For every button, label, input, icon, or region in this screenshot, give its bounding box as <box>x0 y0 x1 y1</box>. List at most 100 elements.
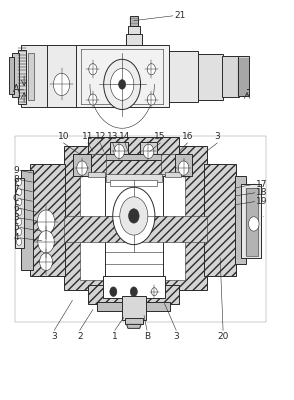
Text: 19: 19 <box>256 197 267 206</box>
Circle shape <box>128 209 139 223</box>
Text: 8: 8 <box>13 175 19 184</box>
Circle shape <box>113 187 155 245</box>
Circle shape <box>16 208 22 216</box>
Circle shape <box>118 80 126 89</box>
Circle shape <box>16 198 22 206</box>
Circle shape <box>178 161 189 175</box>
Text: 21: 21 <box>175 11 186 20</box>
Text: 10: 10 <box>58 132 69 142</box>
Bar <box>64 216 207 242</box>
Circle shape <box>248 217 259 231</box>
Bar <box>106 174 162 182</box>
Circle shape <box>40 253 53 270</box>
Circle shape <box>54 73 70 96</box>
Circle shape <box>77 161 87 175</box>
Text: 14: 14 <box>119 132 131 142</box>
Bar <box>126 34 142 45</box>
Bar <box>88 137 179 156</box>
Bar <box>9 56 14 94</box>
Text: 1: 1 <box>112 332 118 341</box>
Bar <box>15 136 266 322</box>
Text: 7: 7 <box>13 185 19 194</box>
Bar <box>29 52 34 100</box>
Circle shape <box>147 94 156 105</box>
Text: 18: 18 <box>256 188 267 197</box>
Bar <box>88 172 105 177</box>
Text: 17: 17 <box>256 180 267 188</box>
Bar <box>102 160 166 176</box>
Text: 6: 6 <box>13 204 19 213</box>
Bar <box>175 154 192 176</box>
Bar <box>122 296 146 320</box>
Bar <box>64 146 207 290</box>
Bar <box>111 180 157 186</box>
Text: 3: 3 <box>214 132 220 142</box>
Text: 15: 15 <box>154 132 166 142</box>
Text: A: A <box>13 84 19 94</box>
Bar <box>169 50 198 102</box>
Bar <box>222 56 239 97</box>
Circle shape <box>120 197 148 235</box>
Text: 20: 20 <box>217 332 229 341</box>
Bar <box>103 276 165 298</box>
Text: B: B <box>144 332 150 341</box>
Text: 3: 3 <box>51 332 57 341</box>
Circle shape <box>104 59 141 110</box>
Bar <box>97 154 171 162</box>
Circle shape <box>16 218 22 226</box>
Bar <box>30 164 65 276</box>
Bar <box>87 154 106 174</box>
Bar <box>125 318 143 324</box>
Circle shape <box>151 288 157 296</box>
Circle shape <box>38 231 54 253</box>
Bar <box>246 188 258 256</box>
Bar <box>80 160 185 280</box>
Bar <box>75 45 169 107</box>
Bar <box>238 56 248 96</box>
Circle shape <box>16 188 22 196</box>
Circle shape <box>37 210 55 234</box>
Text: 2: 2 <box>77 332 83 341</box>
Bar <box>161 154 180 174</box>
Bar <box>235 176 246 264</box>
Text: C: C <box>13 194 19 203</box>
Text: 4: 4 <box>13 233 19 242</box>
Circle shape <box>89 94 97 105</box>
Polygon shape <box>126 324 141 328</box>
Bar <box>21 45 48 107</box>
Circle shape <box>143 144 154 158</box>
Circle shape <box>111 68 134 100</box>
Text: 3: 3 <box>13 214 19 222</box>
Bar <box>204 164 236 276</box>
Bar <box>198 54 223 100</box>
Text: 5: 5 <box>13 223 19 232</box>
Circle shape <box>16 228 22 236</box>
Text: 13: 13 <box>107 132 118 142</box>
Bar <box>73 154 91 176</box>
Circle shape <box>89 64 97 75</box>
Text: 12: 12 <box>94 132 106 142</box>
Text: 16: 16 <box>182 132 193 142</box>
Bar <box>47 45 76 107</box>
Bar <box>15 178 24 248</box>
Bar <box>105 156 163 280</box>
Bar <box>240 184 261 258</box>
Bar <box>18 50 26 104</box>
Text: 9: 9 <box>13 166 19 175</box>
Bar <box>111 142 128 154</box>
Circle shape <box>130 287 137 296</box>
Bar <box>21 170 33 270</box>
Bar <box>140 142 157 154</box>
Bar <box>130 16 138 26</box>
Bar <box>128 26 140 34</box>
Circle shape <box>110 287 117 296</box>
Circle shape <box>16 178 22 186</box>
Bar <box>12 53 19 97</box>
Circle shape <box>114 144 124 158</box>
Bar <box>88 284 179 304</box>
Text: 11: 11 <box>82 132 94 142</box>
Text: 3: 3 <box>173 332 179 341</box>
Circle shape <box>16 238 22 246</box>
Bar <box>165 172 181 177</box>
Bar <box>97 302 171 311</box>
